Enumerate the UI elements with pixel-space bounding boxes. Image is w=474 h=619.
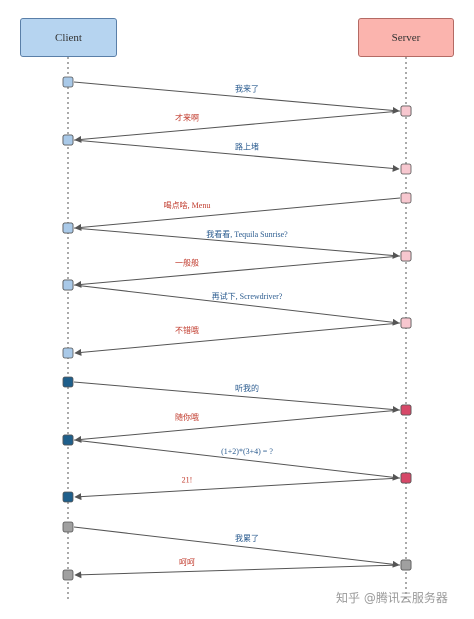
message-arrow-3 — [73, 139, 400, 172]
message-arrow-2 — [74, 110, 401, 143]
server-participant: Server — [358, 18, 454, 57]
message-label-5: 我看看, Tequila Sunrise? — [206, 229, 288, 239]
activation-end-8 — [62, 347, 74, 359]
activation-start-2 — [400, 105, 412, 117]
activation-end-3 — [400, 163, 412, 175]
message-label-1: 我来了 — [235, 84, 259, 94]
activation-start-13 — [62, 521, 74, 533]
client-participant: Client — [20, 18, 117, 57]
message-arrow-10 — [74, 409, 401, 443]
activation-start-1 — [62, 76, 74, 88]
activation-start-4 — [400, 192, 412, 204]
message-arrow-13 — [73, 526, 400, 568]
message-label-3: 路上堵 — [235, 142, 259, 152]
message-label-6: 一般般 — [175, 258, 199, 268]
message-label-12: 21! — [182, 476, 193, 485]
message-arrow-12 — [74, 477, 401, 501]
message-label-13: 我累了 — [235, 533, 259, 543]
activation-start-12 — [400, 472, 412, 484]
message-label-8: 不错哦 — [175, 325, 199, 335]
message-label-7: 再试下, Screwdriver? — [212, 291, 283, 301]
message-arrow-8 — [74, 322, 401, 356]
activation-start-11 — [62, 434, 74, 446]
message-arrow-9 — [73, 381, 400, 413]
activation-start-9 — [62, 376, 74, 388]
message-label-4: 喝点啥, Menu — [164, 200, 211, 210]
message-label-10: 随你哦 — [175, 412, 199, 422]
client-label: Client — [55, 31, 82, 44]
message-label-2: 才来啊 — [175, 113, 199, 123]
activation-start-7 — [62, 279, 74, 291]
activation-start-5 — [62, 222, 74, 234]
server-label: Server — [391, 31, 421, 44]
message-label-11: (1+2)*(3+4) = ? — [221, 447, 273, 456]
activation-start-8 — [400, 317, 412, 329]
activation-end-14 — [62, 569, 74, 581]
activation-start-10 — [400, 404, 412, 416]
message-label-9: 听我的 — [235, 383, 259, 393]
activation-start-14 — [400, 559, 412, 571]
message-arrow-5 — [73, 227, 400, 259]
activation-end-12 — [62, 491, 74, 503]
message-arrow-7 — [73, 284, 400, 326]
activation-start-6 — [400, 250, 412, 262]
message-arrow-4 — [74, 197, 401, 231]
activation-start-3 — [62, 134, 74, 146]
message-arrow-1 — [73, 81, 400, 114]
message-arrow-6 — [74, 255, 401, 288]
watermark: 知乎 @腾讯云服务器 — [336, 591, 448, 605]
message-arrow-14 — [74, 564, 401, 579]
message-label-14: 呵呵 — [179, 558, 195, 567]
message-arrow-11 — [73, 439, 400, 481]
